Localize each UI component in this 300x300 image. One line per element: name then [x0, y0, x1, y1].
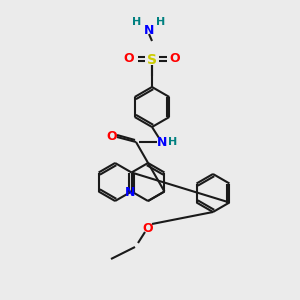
Text: H: H — [156, 17, 166, 27]
Text: O: O — [124, 52, 134, 65]
Text: N: N — [125, 186, 136, 199]
Text: N: N — [144, 23, 154, 37]
Text: O: O — [170, 52, 180, 65]
Text: N: N — [157, 136, 167, 148]
Text: H: H — [168, 137, 178, 147]
Text: O: O — [107, 130, 117, 143]
Text: S: S — [147, 53, 157, 67]
Text: H: H — [132, 17, 142, 27]
Text: O: O — [143, 221, 153, 235]
